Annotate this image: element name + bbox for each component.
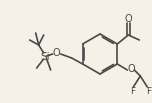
Text: O: O [53, 48, 60, 58]
Text: Si: Si [41, 52, 50, 62]
Text: F: F [146, 87, 151, 95]
Text: O: O [124, 13, 132, 23]
Text: O: O [127, 64, 135, 74]
Text: F: F [130, 87, 135, 95]
